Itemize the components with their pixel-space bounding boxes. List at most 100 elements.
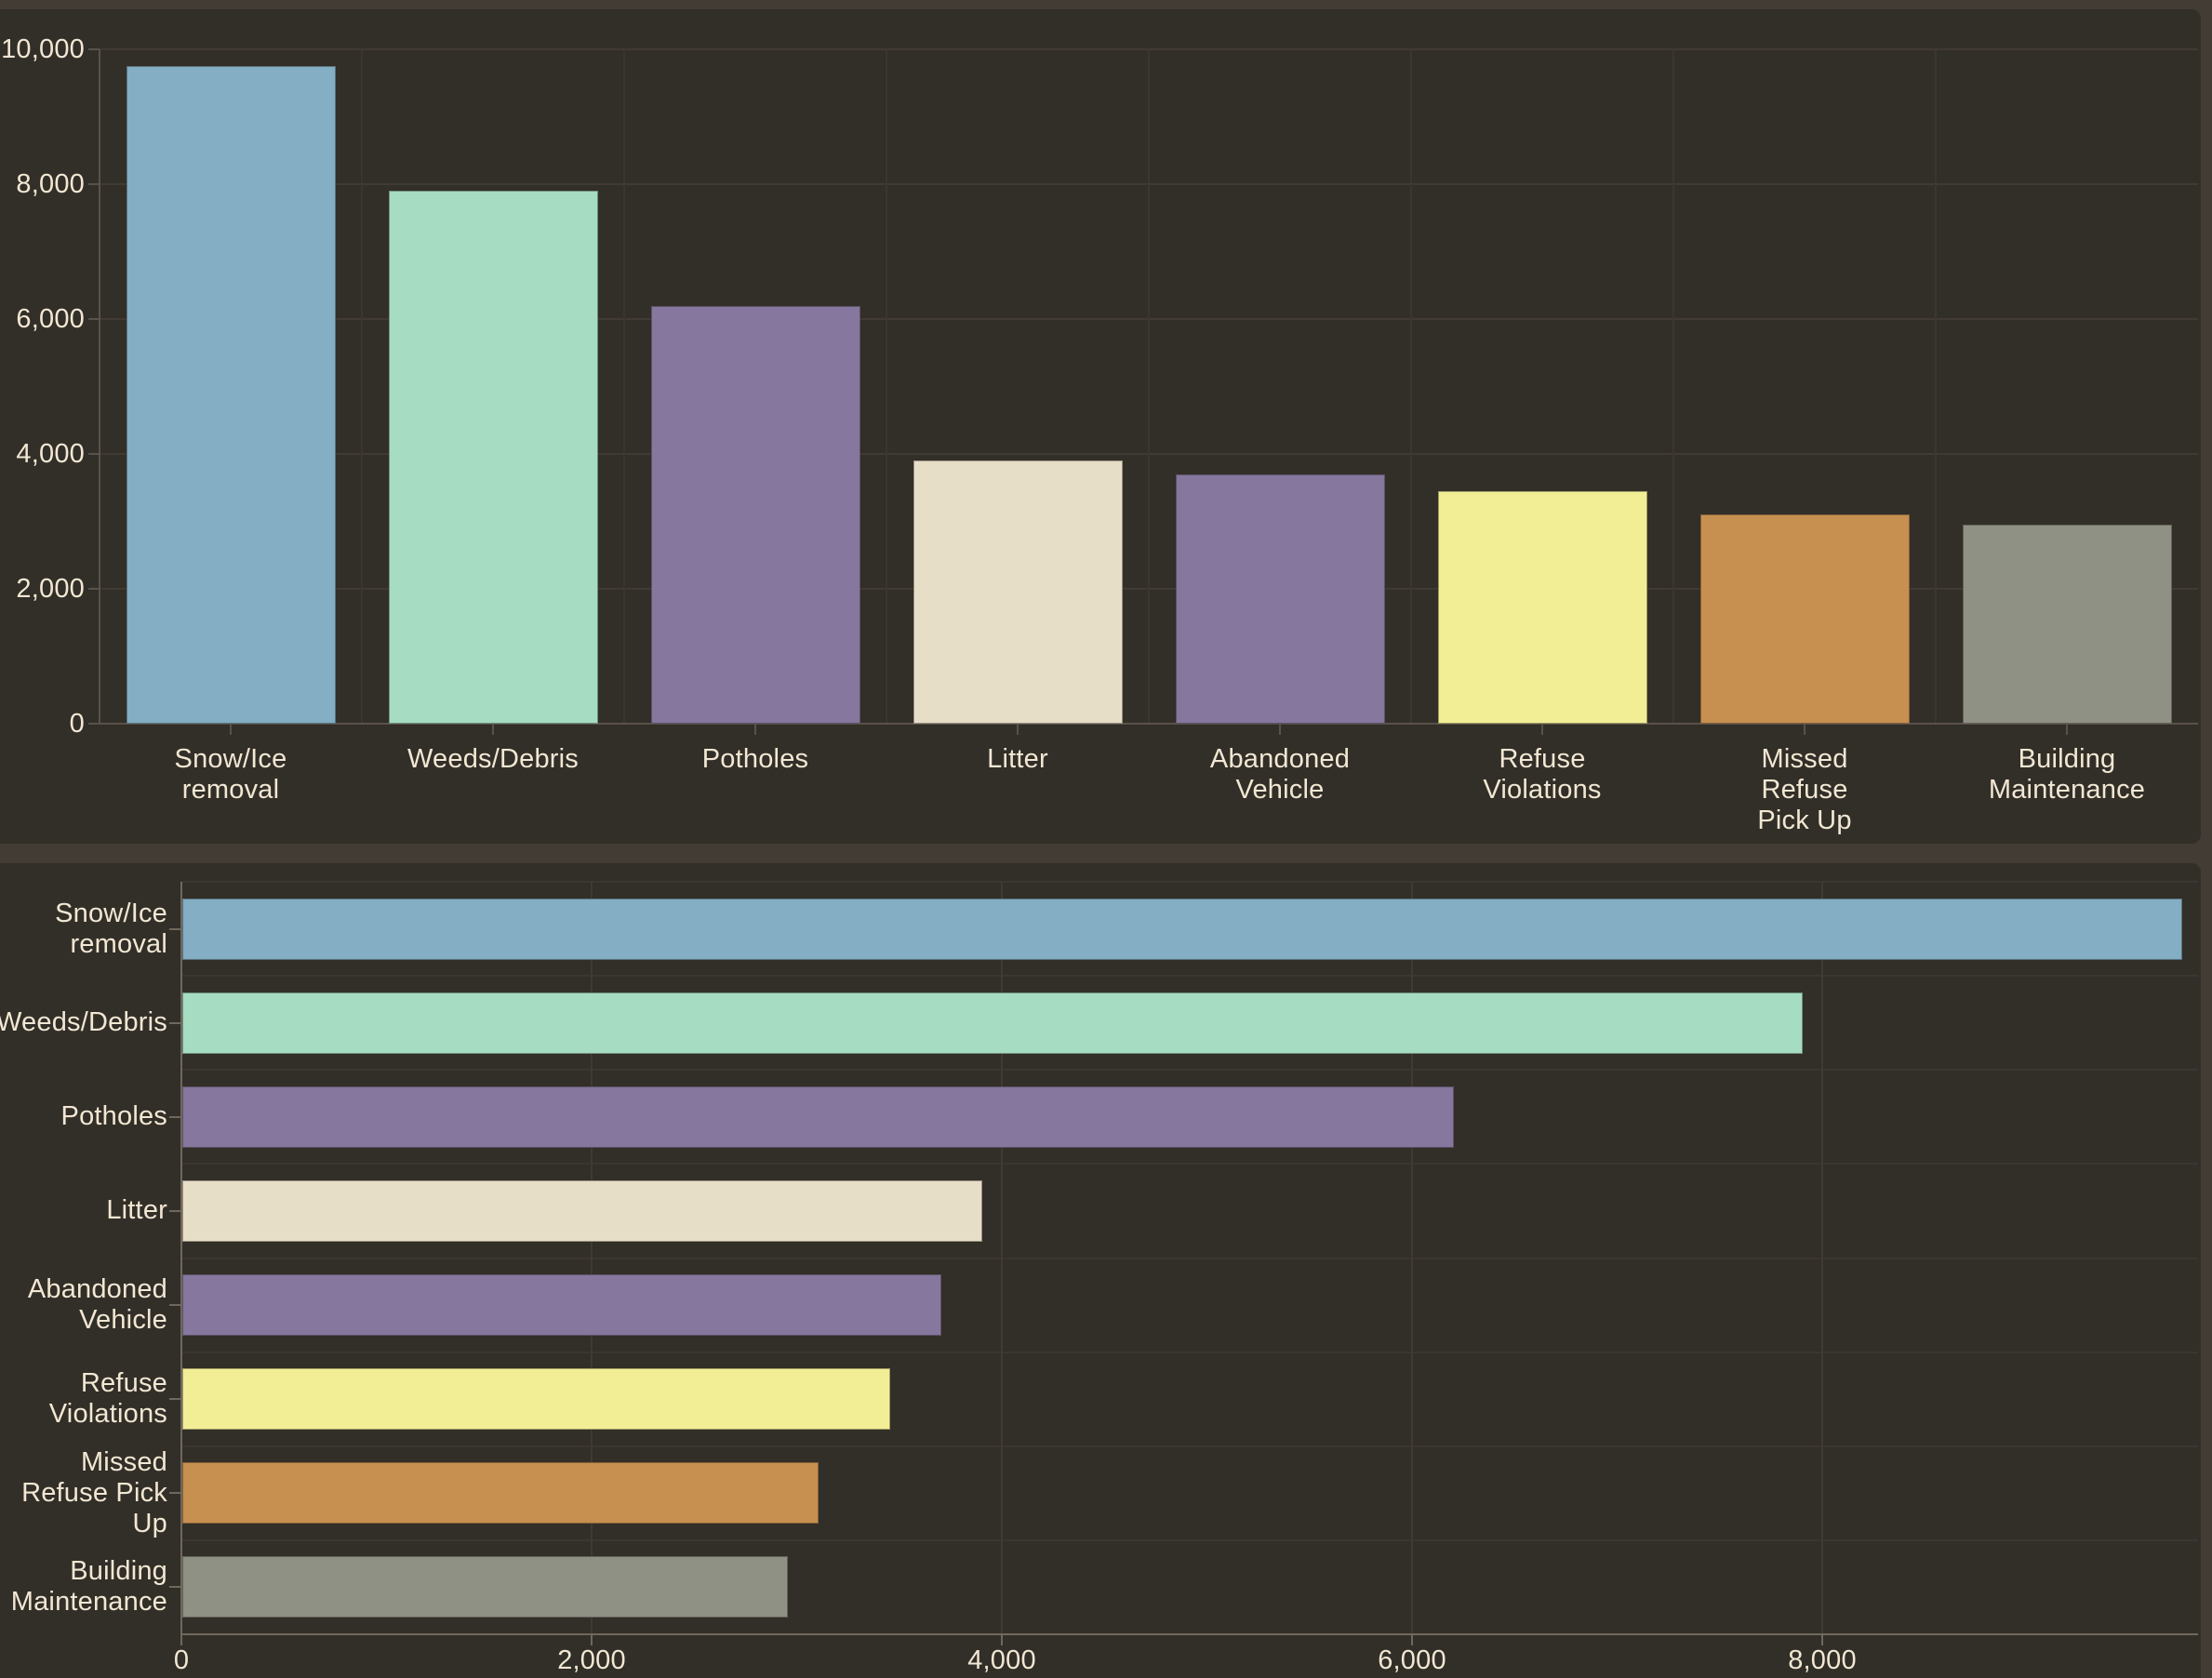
y-axis-tick bbox=[88, 318, 100, 320]
category-label-line: Refuse bbox=[80, 1368, 167, 1399]
category-label: Abandoned Vehicle bbox=[1149, 744, 1411, 806]
column-litter[interactable] bbox=[913, 460, 1123, 725]
y-axis-tick-label: 10,000 bbox=[1, 34, 85, 64]
y-axis-tick-label: 4,000 bbox=[16, 439, 85, 469]
bar-abandoned-vehicle[interactable] bbox=[182, 1274, 941, 1337]
x-axis-tick bbox=[1821, 1634, 1823, 1645]
y-axis-tick bbox=[169, 927, 180, 930]
category-label-line: Violations bbox=[1483, 775, 1602, 805]
category-label-line: Vehicle bbox=[1235, 775, 1325, 805]
x-axis-tick bbox=[492, 724, 494, 735]
bar-building-maintenance[interactable] bbox=[182, 1556, 788, 1618]
y-axis-line bbox=[180, 882, 182, 1634]
category-label-line: Litter bbox=[987, 744, 1048, 774]
x-axis-tick bbox=[754, 724, 756, 735]
x-axis-tick bbox=[2066, 724, 2068, 735]
x-axis-line bbox=[180, 1633, 2198, 1635]
category-label-line: Violations bbox=[48, 1399, 167, 1430]
category-label-line: Abandoned bbox=[27, 1274, 167, 1305]
y-axis-tick bbox=[88, 723, 100, 725]
x-gridline bbox=[1411, 882, 1413, 1634]
category-label: Refuse Violations bbox=[49, 1368, 167, 1430]
category-label-line: Maintenance bbox=[10, 1587, 167, 1618]
row-boundary-gridline bbox=[181, 1163, 2198, 1165]
y-axis-tick-label: 2,000 bbox=[16, 574, 85, 604]
column-abandoned-vehicle[interactable] bbox=[1175, 473, 1385, 725]
column-refuse-violations[interactable] bbox=[1437, 490, 1647, 724]
category-boundary-gridline bbox=[886, 49, 887, 724]
category-label: Snow/Ice removal bbox=[100, 744, 362, 806]
category-label-line: Refuse bbox=[1761, 775, 1848, 805]
category-label: Building Maintenance bbox=[1936, 744, 2198, 806]
row-boundary-gridline bbox=[181, 881, 2198, 883]
x-axis-tick bbox=[180, 1634, 182, 1645]
category-label-line: Missed bbox=[80, 1446, 167, 1477]
category-label-line: removal bbox=[181, 775, 280, 805]
category-boundary-gridline bbox=[1148, 49, 1150, 724]
y-axis-tick bbox=[169, 1586, 180, 1589]
category-label-line: Refuse Pick bbox=[21, 1477, 167, 1508]
bar-weeds-debris[interactable] bbox=[182, 992, 1803, 1054]
x-axis-tick-label: 6,000 bbox=[1378, 1645, 1446, 1675]
x-axis-tick bbox=[1017, 724, 1019, 735]
y-axis-tick bbox=[169, 1021, 180, 1024]
x-gridline bbox=[1821, 882, 1823, 1634]
category-label-line: Pick Up bbox=[1757, 806, 1852, 835]
category-boundary-gridline bbox=[1935, 49, 1937, 724]
category-label: Potholes bbox=[61, 1101, 167, 1132]
bar-snow-ice-removal[interactable] bbox=[182, 898, 2182, 960]
bar-potholes[interactable] bbox=[182, 1085, 1455, 1148]
category-label-line: Snow/Ice bbox=[55, 898, 167, 928]
x-gridline bbox=[591, 882, 593, 1634]
y-axis-tick-label: 0 bbox=[69, 709, 85, 739]
row-boundary-gridline bbox=[181, 1257, 2198, 1259]
category-label-line: Up bbox=[132, 1508, 167, 1538]
bar-refuse-violations[interactable] bbox=[182, 1368, 890, 1431]
category-label-line: Weeds/Debris bbox=[0, 1007, 167, 1038]
bar-litter[interactable] bbox=[182, 1179, 982, 1242]
row-boundary-gridline bbox=[181, 1538, 2198, 1541]
y-axis-tick bbox=[169, 1304, 180, 1307]
category-label: Building Maintenance bbox=[11, 1556, 167, 1618]
category-label: Weeds/Debris bbox=[362, 744, 624, 775]
x-axis-tick bbox=[1411, 1634, 1413, 1645]
x-axis-tick bbox=[230, 724, 232, 735]
column-chart-panel: 0 2,000 4,000 6,000 8,000 10,000 Snow/Ice remov… bbox=[0, 9, 2201, 844]
bar-chart-panel: 0 2,000 4,000 6,000 8,000 Snow/Ice removal Weed… bbox=[0, 863, 2201, 1678]
category-label: Missed Refuse Pick Up bbox=[1673, 744, 1936, 836]
y-axis-tick-label: 6,000 bbox=[16, 304, 85, 334]
category-label: Potholes bbox=[624, 744, 886, 775]
row-boundary-gridline bbox=[181, 975, 2198, 978]
category-label-line: Weeds/Debris bbox=[407, 744, 579, 774]
category-label: Snow/Ice removal bbox=[55, 899, 167, 960]
x-axis-tick-label: 8,000 bbox=[1788, 1645, 1857, 1675]
x-axis-tick bbox=[1001, 1634, 1003, 1645]
x-axis-tick bbox=[1541, 724, 1543, 735]
y-axis-tick bbox=[88, 588, 100, 590]
category-boundary-gridline bbox=[361, 49, 363, 724]
category-label-line: Vehicle bbox=[79, 1305, 167, 1336]
column-missed-refuse-pick-up[interactable] bbox=[1699, 514, 1910, 724]
row-boundary-gridline bbox=[181, 1351, 2198, 1353]
y-axis-tick bbox=[169, 1115, 180, 1118]
category-boundary-gridline bbox=[623, 49, 625, 724]
y-axis-tick bbox=[169, 1492, 180, 1495]
x-axis-tick-label: 4,000 bbox=[967, 1645, 1036, 1675]
column-snow-ice-removal[interactable] bbox=[126, 66, 336, 724]
column-weeds-debris[interactable] bbox=[388, 191, 598, 725]
category-label-line: Missed bbox=[1761, 744, 1848, 774]
category-label-line: Litter bbox=[106, 1195, 167, 1226]
category-label-line: Potholes bbox=[701, 744, 809, 774]
row-boundary-gridline bbox=[181, 1069, 2198, 1072]
y-axis-tick bbox=[169, 1398, 180, 1401]
row-boundary-gridline bbox=[181, 1445, 2198, 1447]
column-building-maintenance[interactable] bbox=[1962, 525, 2172, 724]
column-potholes[interactable] bbox=[650, 305, 860, 724]
y-axis-tick-label: 8,000 bbox=[16, 169, 85, 199]
bar-missed-refuse-pick-up[interactable] bbox=[182, 1462, 819, 1525]
category-label: Litter bbox=[886, 744, 1149, 775]
category-label-line: Building bbox=[2018, 744, 2116, 774]
category-label-line: Snow/Ice bbox=[174, 744, 287, 774]
x-axis-tick bbox=[1804, 724, 1806, 735]
